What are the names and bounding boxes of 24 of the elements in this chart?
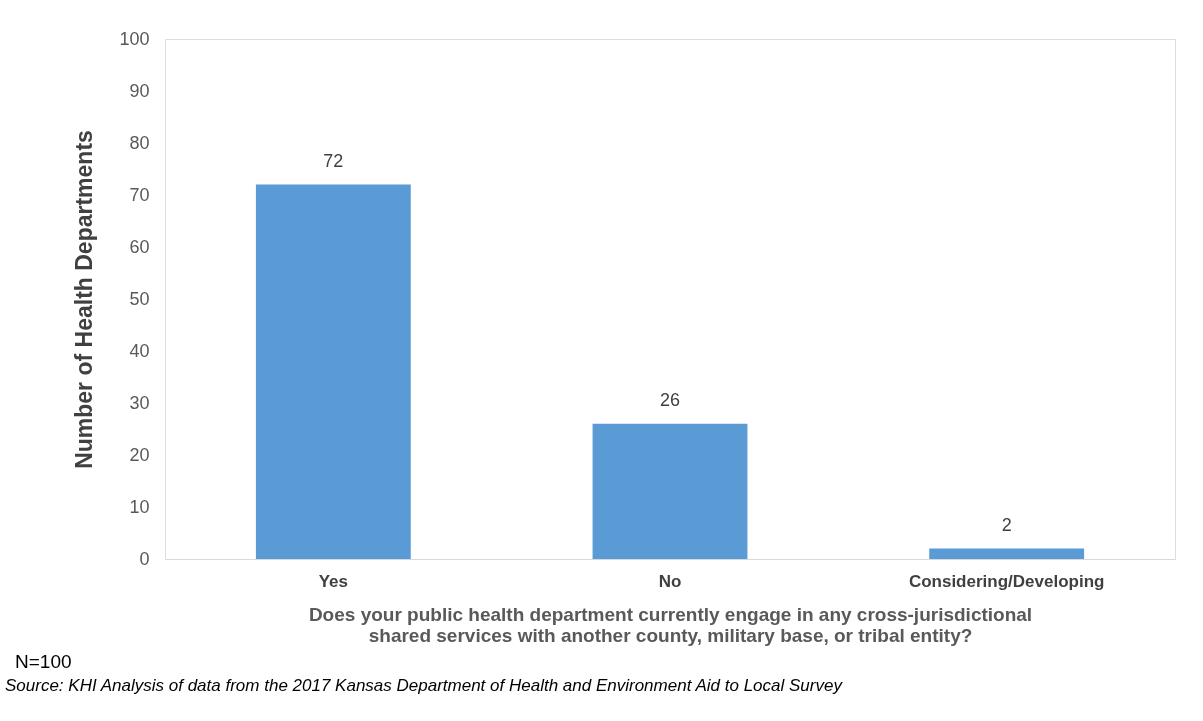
y-tick-label: 60 xyxy=(129,236,150,257)
y-tick-label: 70 xyxy=(129,184,150,205)
bar xyxy=(255,184,411,559)
y-tick-label: 80 xyxy=(129,132,150,153)
y-tick-label: 40 xyxy=(129,340,150,361)
x-tick-label: Yes xyxy=(318,571,348,591)
y-tick-label: 100 xyxy=(119,28,150,49)
y-tick-label: 20 xyxy=(129,444,150,465)
x-tick-label: No xyxy=(658,571,682,591)
data-label: 2 xyxy=(1001,514,1012,535)
text: N=100 xyxy=(15,651,72,672)
y-tick-label: 10 xyxy=(129,496,150,517)
bar xyxy=(592,423,748,559)
data-label: 72 xyxy=(323,150,344,171)
y-axis-title: Number of Health Departments xyxy=(71,130,98,469)
data-label: 26 xyxy=(659,389,681,410)
x-axis-title: Does your public health department currently engage in any cross-jurisdictional shared services with another county, military base, or tribal entity? xyxy=(308,603,1033,646)
x-tick-label: Considering/Developing xyxy=(908,571,1105,591)
y-tick-label: 30 xyxy=(129,392,150,413)
source-note: Source: KHI Analysis of data from the 2017 Kansas Department of Health and Environment Aid to Local Survey xyxy=(5,676,844,695)
y-tick-label: 0 xyxy=(139,548,150,569)
y-tick-label: 50 xyxy=(129,288,150,309)
bar xyxy=(929,548,1085,559)
y-tick-label: 90 xyxy=(129,80,150,101)
